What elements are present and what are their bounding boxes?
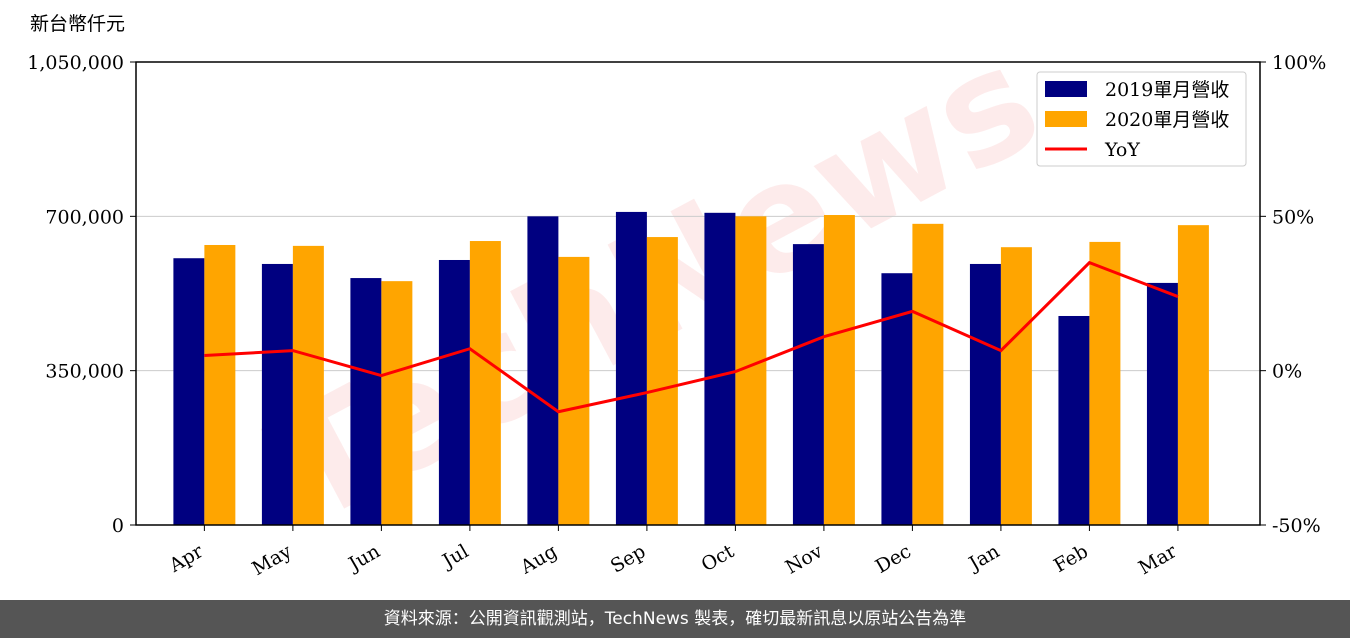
- bar: [1146, 282, 1178, 525]
- y-tick-label: 350,000: [45, 361, 124, 383]
- x-tick-label: Jul: [437, 540, 472, 573]
- x-tick-label: Feb: [1050, 540, 1092, 577]
- bar: [350, 278, 382, 525]
- bar: [438, 259, 470, 525]
- x-tick-label: Mar: [1135, 540, 1181, 579]
- bar: [1058, 315, 1090, 525]
- x-tick-label: Apr: [165, 540, 208, 577]
- y-tick-label: 700,000: [45, 206, 124, 228]
- bar: [558, 256, 590, 525]
- bar: [1089, 241, 1121, 525]
- bar: [646, 237, 678, 525]
- y2-tick-label: -50%: [1272, 515, 1321, 537]
- legend-swatch: [1045, 111, 1087, 127]
- legend-label: 2019單月營收: [1105, 79, 1229, 101]
- bar: [204, 244, 236, 525]
- bar: [912, 223, 944, 525]
- bar: [173, 258, 205, 525]
- x-tick-label: Aug: [516, 540, 561, 579]
- x-tick-label: May: [248, 540, 295, 580]
- y2-tick-label: 0%: [1272, 361, 1302, 383]
- x-tick-label: Jan: [964, 540, 1004, 576]
- plot-frame: [135, 61, 1261, 526]
- legend-label: 2020單月營收: [1105, 109, 1229, 131]
- yoy-line: [204, 260, 1179, 414]
- bar: [527, 216, 559, 526]
- bar: [1000, 247, 1032, 525]
- x-tick-label: Oct: [698, 540, 739, 576]
- y-tick-label: 0: [112, 515, 124, 537]
- bar: [969, 263, 1001, 525]
- page: {"chart_data": {"type": "bar-line", "y_l…: [0, 12, 1350, 638]
- bar: [792, 244, 824, 525]
- legend-swatch: [1045, 81, 1087, 97]
- legend-box: [1036, 71, 1247, 167]
- bar: [615, 211, 647, 525]
- legend-label: YoY: [1104, 139, 1140, 161]
- bar: [261, 263, 293, 525]
- x-tick-label: Nov: [782, 540, 827, 579]
- x-tick-label: Dec: [872, 540, 915, 578]
- chart: 新台幣仟元 TechNews 0350,000700,0001,050,000-…: [27, 12, 1326, 580]
- bar: [704, 212, 736, 525]
- footer: 資料來源：公開資訊觀測站，TechNews 製表，確切最新訊息以原站公告為準: [0, 600, 1350, 638]
- x-tick-label: Sep: [607, 540, 650, 577]
- bar: [1177, 225, 1209, 525]
- y-axis-unit: 新台幣仟元: [30, 13, 125, 35]
- bar: [292, 245, 324, 525]
- y-tick-label: 1,050,000: [27, 52, 124, 74]
- y2-tick-label: 50%: [1272, 206, 1314, 228]
- bar: [381, 281, 413, 525]
- bar: [823, 215, 855, 525]
- bar: [469, 241, 501, 525]
- bar: [881, 273, 913, 525]
- y2-tick-label: 100%: [1272, 52, 1326, 74]
